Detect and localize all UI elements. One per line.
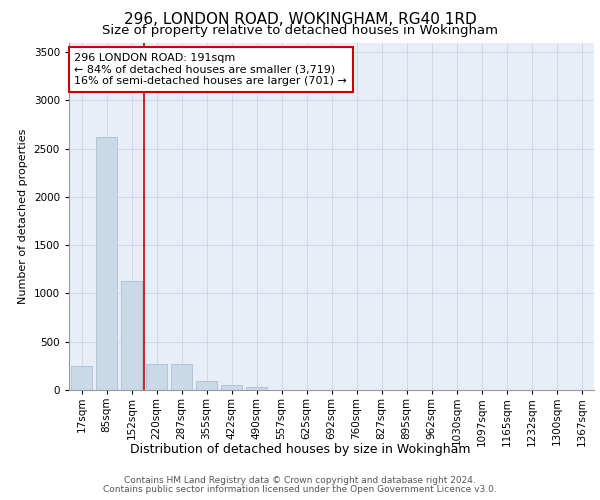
Text: Contains public sector information licensed under the Open Government Licence v3: Contains public sector information licen… xyxy=(103,485,497,494)
Text: 296, LONDON ROAD, WOKINGHAM, RG40 1RD: 296, LONDON ROAD, WOKINGHAM, RG40 1RD xyxy=(124,12,476,28)
Bar xyxy=(246,387,267,390)
Bar xyxy=(146,364,167,390)
Bar xyxy=(196,382,217,390)
Text: Contains HM Land Registry data © Crown copyright and database right 2024.: Contains HM Land Registry data © Crown c… xyxy=(124,476,476,485)
Bar xyxy=(96,137,117,390)
Bar xyxy=(71,366,92,390)
Text: Distribution of detached houses by size in Wokingham: Distribution of detached houses by size … xyxy=(130,442,470,456)
Bar xyxy=(121,281,142,390)
Y-axis label: Number of detached properties: Number of detached properties xyxy=(18,128,28,304)
Bar xyxy=(171,364,192,390)
Text: 296 LONDON ROAD: 191sqm
← 84% of detached houses are smaller (3,719)
16% of semi: 296 LONDON ROAD: 191sqm ← 84% of detache… xyxy=(74,53,347,86)
Text: Size of property relative to detached houses in Wokingham: Size of property relative to detached ho… xyxy=(102,24,498,37)
Bar xyxy=(221,384,242,390)
